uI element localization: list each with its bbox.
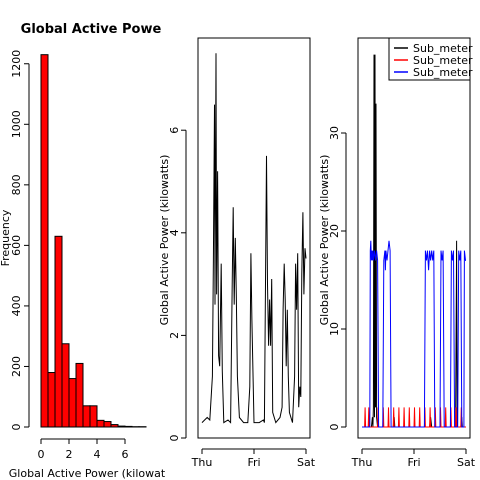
sub-metering-x-tick-label: Fri xyxy=(407,456,420,469)
histogram-bar xyxy=(40,54,49,428)
histogram-bar xyxy=(110,424,119,428)
histogram-x-axis-label: Global Active Power (kilowat xyxy=(9,467,166,480)
histogram-y-tick-label: 1200 xyxy=(10,50,23,78)
histogram-bar xyxy=(117,425,126,428)
power-line-plot-box xyxy=(197,37,311,439)
histogram-bar xyxy=(124,425,133,428)
legend-entry-label: Sub_meter xyxy=(413,42,473,55)
histogram-x-tick-label: 0 xyxy=(38,448,45,461)
legend-box xyxy=(388,37,471,81)
histogram-y-tick-label: 200 xyxy=(10,356,23,377)
histogram-y-tick-label: 0 xyxy=(10,424,23,431)
sub-metering-y-tick-label: 10 xyxy=(328,322,341,336)
sub-metering-y-tick-label: 0 xyxy=(328,424,341,431)
histogram-y-axis-label: Frequency xyxy=(0,209,12,266)
histogram-bar xyxy=(68,378,77,428)
sub-metering-panel: Global Active Power (kilowatts) Thu Fri Sa… xyxy=(318,37,476,469)
power-line-y-tick-label: 0 xyxy=(168,435,181,442)
power-line-x-tick-label: Thu xyxy=(191,456,213,469)
legend-entry-label: Sub_meter xyxy=(413,66,473,79)
power-line-series xyxy=(201,53,307,424)
histogram-x-tick-label: 4 xyxy=(94,448,101,461)
histogram-x-tick-label: 2 xyxy=(66,448,73,461)
histogram-bar xyxy=(61,343,70,428)
histogram-bar xyxy=(47,372,56,428)
histogram-panel: Global Active Powe Frequency Global Acti… xyxy=(0,22,166,480)
sub-metering-y-axis-label: Global Active Power (kilowatts) xyxy=(318,155,331,326)
histogram-bar xyxy=(82,405,91,428)
histogram-bar xyxy=(96,419,105,428)
sub-metering-y-tick-label: 20 xyxy=(328,224,341,238)
power-line-y-tick-label: 6 xyxy=(168,127,181,134)
histogram-bar xyxy=(75,362,84,428)
histogram-y-tick-label: 800 xyxy=(10,174,23,195)
legend-entry-label: Sub_meter xyxy=(413,54,473,67)
histogram-y-tick-label: 1000 xyxy=(10,110,23,138)
power-line-y-axis-label: Global Active Power (kilowatts) xyxy=(158,155,171,326)
histogram-bar xyxy=(103,421,112,428)
sub-metering-x-tick-label: Sat xyxy=(457,456,476,469)
power-line-panel: Global Active Power (kilowatts) Thu Fri Sa… xyxy=(158,37,316,469)
sub-metering-y-tick-label: 30 xyxy=(328,126,341,140)
histogram-y-tick-label: 400 xyxy=(10,295,23,316)
histogram-title: Global Active Powe xyxy=(21,22,162,37)
histogram-bar xyxy=(54,235,63,428)
histogram-bar xyxy=(89,405,98,428)
histogram-x-tick-label: 6 xyxy=(122,448,129,461)
power-line-y-tick-label: 2 xyxy=(168,332,181,339)
sub-metering-x-tick-label: Thu xyxy=(351,456,373,469)
power-line-y-tick-label: 4 xyxy=(168,229,181,236)
sub-metering-series-3 xyxy=(362,240,466,428)
power-line-x-tick-label: Fri xyxy=(247,456,260,469)
power-line-x-tick-label: Sat xyxy=(297,456,316,469)
histogram-y-tick-label: 600 xyxy=(10,235,23,256)
